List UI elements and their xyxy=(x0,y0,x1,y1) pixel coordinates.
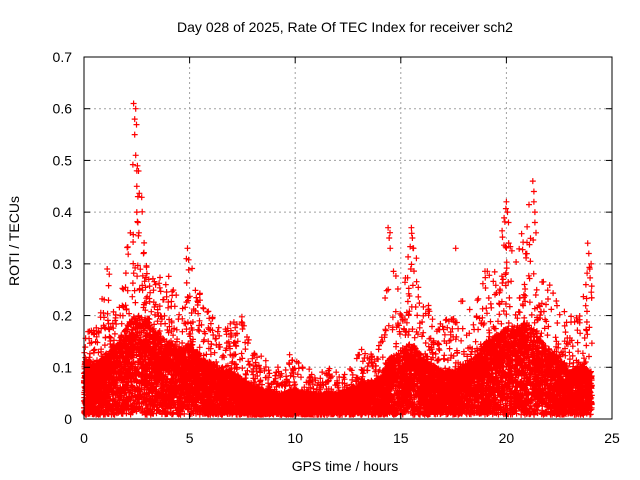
y-tick-label: 0.5 xyxy=(53,152,73,168)
y-tick-label: 0 xyxy=(64,411,72,427)
y-tick-label: 0.1 xyxy=(53,359,73,375)
y-axis-title: ROTI / TECUs xyxy=(6,196,22,286)
y-tick-label: 0.6 xyxy=(53,101,73,117)
chart-title: Day 028 of 2025, Rate Of TEC Index for r… xyxy=(177,19,513,35)
y-tick-label: 0.7 xyxy=(53,49,73,65)
axis-ticks xyxy=(83,56,613,420)
x-tick-label: 10 xyxy=(287,430,303,446)
x-tick-label: 15 xyxy=(393,430,409,446)
x-axis-title: GPS time / hours xyxy=(292,458,399,474)
x-tick-label: 20 xyxy=(499,430,515,446)
data-points xyxy=(81,100,595,418)
x-tick-label: 0 xyxy=(80,430,88,446)
x-tick-label: 25 xyxy=(604,430,620,446)
x-tick-labels: 0 5 10 15 20 25 xyxy=(80,430,620,446)
y-tick-label: 0.3 xyxy=(53,256,73,272)
y-tick-label: 0.4 xyxy=(53,204,73,220)
roti-points xyxy=(81,100,595,418)
y-tick-label: 0.2 xyxy=(53,308,73,324)
x-tick-label: 5 xyxy=(186,430,194,446)
plot-frame xyxy=(83,56,613,420)
y-tick-labels: 0 0.1 0.2 0.3 0.4 0.5 0.6 0.7 xyxy=(53,49,73,427)
